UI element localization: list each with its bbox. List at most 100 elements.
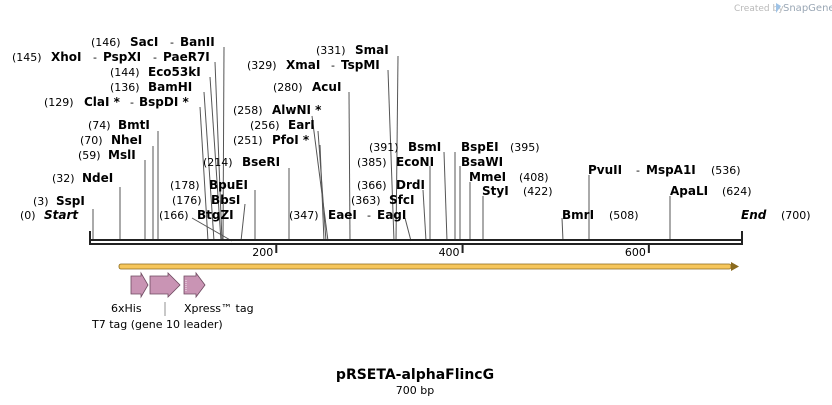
pos-label-styi: (422) [523,185,553,198]
orf-arrow [118,262,739,271]
pos-label-clai: (129) [44,96,74,109]
pos-label-bpuei: (178) [170,179,200,192]
credit-brand: SnapGene [783,3,832,14]
separator: - [93,51,97,64]
pos-label-btgzi: (166) [159,209,189,222]
start-cap [89,231,91,245]
snapgene-logo-icon [776,3,781,13]
site-label-xhoi: XhoI [51,50,82,64]
site-label-start: Start [44,208,79,222]
site-label-acui: AcuI [312,80,341,94]
axis-tick-label-400: 400 [439,246,460,259]
separator: - [367,209,371,222]
site-label-pvuii: PvuII [588,163,622,177]
site-label-banii: BanII [180,35,215,49]
pos-label-sspi: (3) [33,195,49,208]
pos-label-pvuii: (536) [711,164,741,177]
axis-tick-label-200: 200 [252,246,273,259]
site-label-eari: EarI [288,118,315,132]
pos-label-bmri: (508) [609,209,639,222]
cut-line-xmai [387,69,395,242]
site-label-saci: SacI [130,35,158,49]
pos-label-smai: (331) [316,44,346,57]
pos-label-acui: (280) [273,81,303,94]
site-label-pspxi: PspXI [103,50,141,64]
pos-label-mmei: (408) [519,171,549,184]
pos-label-eco53ki: (144) [110,66,140,79]
cut-site-lines [92,46,671,242]
pos-label-ndei: (32) [52,172,75,185]
pos-label-start: (0) [20,209,36,222]
pos-label-bspei: (395) [510,141,540,154]
cut-line-xhoi [214,61,223,242]
cut-line-clai [199,106,209,242]
site-labels: (0) Start (3) SspI (32) NdeI (59) MslI (… [12,35,811,222]
site-label-paer7i: PaeR7I [163,50,210,64]
feature-arrow-icon [130,271,149,299]
site-label-bspdi: BspDI * [139,95,189,109]
cut-line-bmri [561,217,564,242]
cut-line-smai [395,55,399,242]
feature-xpress: Xpress™ tag [183,271,254,315]
pos-label-nhei: (70) [80,134,103,147]
credit-prefix: Created by [734,4,784,14]
site-label-pfoi: PfoI * [272,133,310,147]
sequence-backbone [89,239,743,241]
end-cap [741,231,743,245]
site-label-end: End [741,208,767,222]
pos-label-xhoi: (145) [12,51,42,64]
site-label-eaei: EaeI [328,208,357,222]
pos-label-sfci: (363) [351,194,381,207]
cut-line-alwni [311,115,329,242]
feature-label-t7tag: T7 tag (gene 10 leader) [91,318,223,331]
site-label-bbsi: BbsI [211,193,240,207]
cut-line-bamhi [203,91,215,242]
site-label-bsmi: BsmI [408,140,441,154]
site-label-ndei: NdeI [82,171,113,185]
pos-label-bmti: (74) [88,119,111,132]
pos-label-econi: (385) [357,156,387,169]
site-label-eagi: EagI [377,208,406,222]
axis-tick-label-600: 600 [625,246,646,259]
feature-t7tag: T7 tag (gene 10 leader) [91,272,223,331]
site-label-bmri: BmrI [562,208,594,222]
pos-label-xmai: (329) [247,59,277,72]
site-label-mmei: MmeI [469,170,506,184]
site-label-eco53ki: Eco53kI [148,65,201,79]
site-label-sspi: SspI [56,194,85,208]
cut-line-bsmi [443,151,448,242]
pos-label-pfoi: (251) [233,134,263,147]
map-subtitle: 700 bp [396,384,434,397]
cut-line-bbsi [240,203,246,242]
map-title: pRSETA-alphaFlincG [336,367,494,383]
separator: - [153,51,157,64]
site-label-xmai: XmaI [286,58,320,72]
pos-label-bamhi: (136) [110,81,140,94]
axis-ticks: 200 400 600 [252,244,650,259]
site-label-bamhi: BamHI [148,80,192,94]
separator: - [636,164,640,177]
cut-line-eagi [404,217,412,242]
site-label-msli: MslI [108,148,136,162]
site-label-bseri: BseRI [242,155,280,169]
cut-line-eari [317,130,327,242]
site-label-alwni: AlwNI * [272,103,322,117]
pos-label-eari: (256) [250,119,280,132]
site-label-bmti: BmtI [118,118,150,132]
site-label-btgzi: BtgZI [197,208,234,222]
cut-line-saci [222,46,225,242]
pos-label-apali: (624) [722,185,752,198]
site-label-bspei: BspEI [461,140,499,154]
site-label-apali: ApaLI [670,184,708,198]
pos-label-alwni: (258) [233,104,263,117]
pos-label-end: (700) [781,209,811,222]
separator: - [170,36,174,49]
site-label-drdi: DrdI [396,178,425,192]
cut-line-btgzi [191,217,233,242]
pos-label-bseri: (214) [203,156,233,169]
feature-label-6xhis: 6xHis [111,302,142,315]
site-label-clai: ClaI * [84,95,121,109]
feature-label-xpress: Xpress™ tag [184,302,254,315]
separator: - [130,96,134,109]
site-label-styi: StyI [482,184,509,198]
